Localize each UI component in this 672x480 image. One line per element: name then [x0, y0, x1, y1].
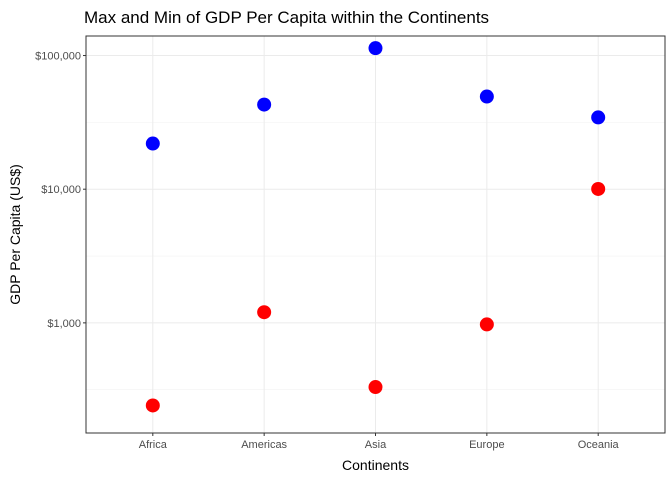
data-point-americas-max	[257, 97, 272, 112]
data-point-africa-max	[145, 136, 160, 151]
data-point-oceania-min	[591, 181, 606, 196]
x-tick-label: Asia	[365, 439, 387, 451]
y-tick-label: $100,000	[35, 51, 81, 63]
data-point-europe-max	[479, 89, 494, 104]
data-point-asia-min	[368, 380, 383, 395]
data-point-americas-min	[257, 305, 272, 320]
grid-layer	[86, 36, 665, 433]
chart-title: Max and Min of GDP Per Capita within the…	[84, 8, 489, 27]
x-tick-label: Africa	[139, 439, 168, 451]
data-point-asia-max	[368, 41, 383, 56]
y-axis-title: GDP Per Capita (US$)	[7, 164, 23, 305]
x-axis-title: Continents	[342, 457, 409, 473]
x-tick-label: Oceania	[578, 439, 620, 451]
axis-layer: $1,000 $10,000 $100,000 Africa Americas Asia E…	[35, 51, 619, 451]
y-tick-label: $1,000	[47, 318, 81, 330]
data-point-europe-min	[479, 317, 494, 332]
point-layer	[145, 41, 606, 413]
data-point-oceania-max	[591, 110, 606, 125]
x-tick-label: Europe	[469, 439, 504, 451]
data-point-africa-min	[145, 398, 160, 413]
y-tick-label: $10,000	[41, 184, 81, 196]
x-tick-label: Americas	[241, 439, 287, 451]
